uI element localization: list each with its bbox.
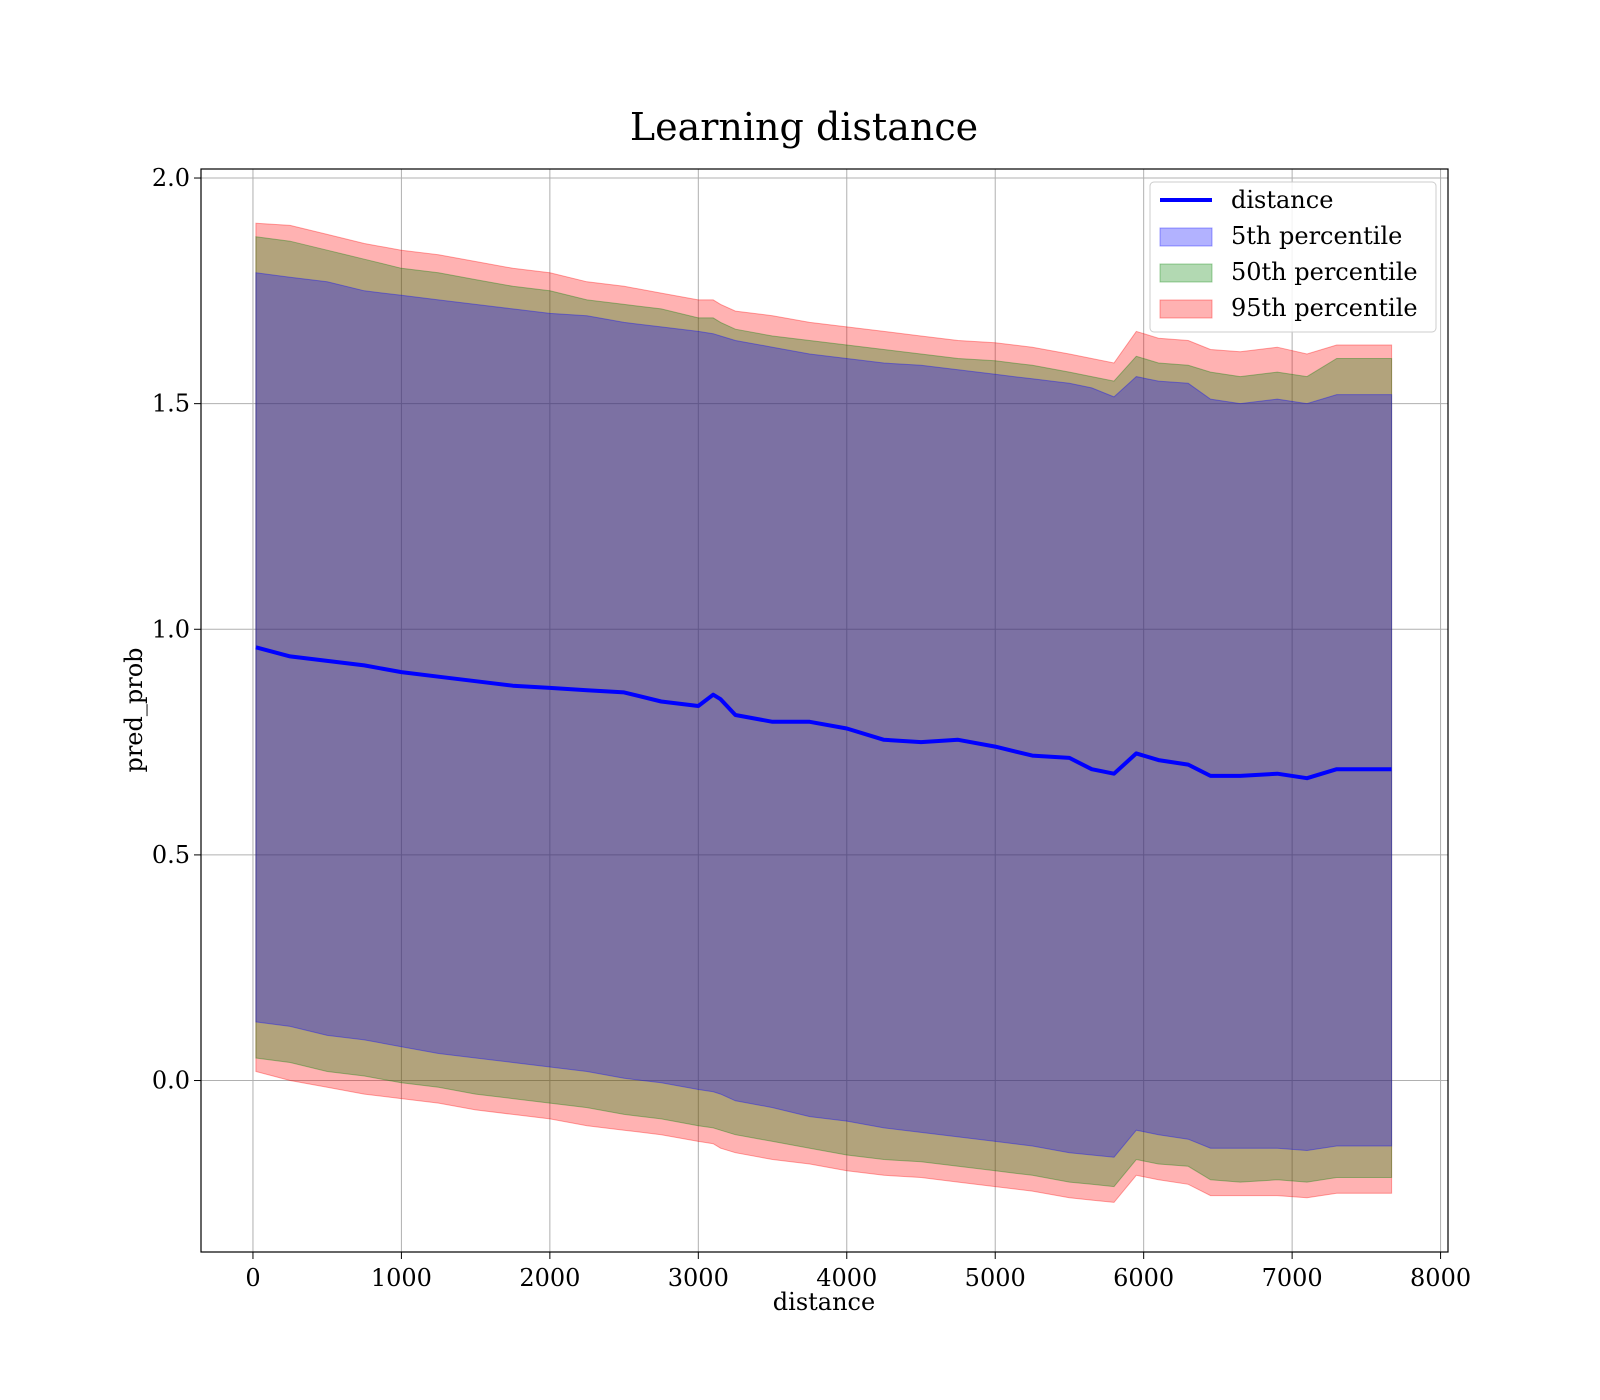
band-5th-percentile	[255, 272, 1393, 1158]
grid-lines	[201, 169, 1448, 1252]
y-tick-label: 2.0	[152, 164, 190, 192]
x-tick-label: 1000	[371, 1264, 432, 1292]
x-tick-label: 4000	[816, 1264, 877, 1292]
band-95th-percentile	[255, 222, 1393, 1203]
band-50th-percentile	[255, 236, 1393, 1188]
x-tick-label: 0	[245, 1264, 260, 1292]
percentile-bands	[255, 222, 1393, 1203]
y-tick-label: 1.5	[152, 390, 190, 418]
legend-swatch-band	[1159, 263, 1213, 283]
x-axis-label: distance	[773, 1288, 875, 1316]
legend-label: distance	[1231, 186, 1333, 214]
chart-title: Learning distance	[630, 105, 978, 149]
legend: distance 5th percentile 50th percentile 95t…	[1149, 181, 1437, 333]
y-tick-label: 1.0	[152, 615, 190, 643]
legend-swatch-band	[1159, 299, 1213, 319]
y-axis-label: pred_prob	[120, 647, 148, 772]
legend-label: 50th percentile	[1231, 258, 1418, 286]
legend-swatch-band	[1159, 227, 1213, 247]
x-tick-label: 2000	[519, 1264, 580, 1292]
distance-line-layer	[255, 645, 1392, 781]
legend-box	[1149, 181, 1437, 333]
x-tick-label: 6000	[1113, 1264, 1174, 1292]
plot-area-frame	[200, 168, 1449, 1253]
x-tick-label: 5000	[965, 1264, 1026, 1292]
line-distance	[255, 645, 1392, 781]
legend-label: 95th percentile	[1231, 294, 1418, 322]
x-tick-label: 7000	[1262, 1264, 1323, 1292]
x-tick-label: 3000	[668, 1264, 729, 1292]
y-tick-label: 0.5	[152, 841, 190, 869]
y-tick-label: 0.0	[152, 1067, 190, 1095]
x-tick-label: 8000	[1410, 1264, 1471, 1292]
axis-ticks: 0 1000 2000 3000 4000 5000 6000 7000 8000 0.0 0.5 1…	[152, 164, 1471, 1292]
legend-label: 5th percentile	[1231, 222, 1402, 250]
